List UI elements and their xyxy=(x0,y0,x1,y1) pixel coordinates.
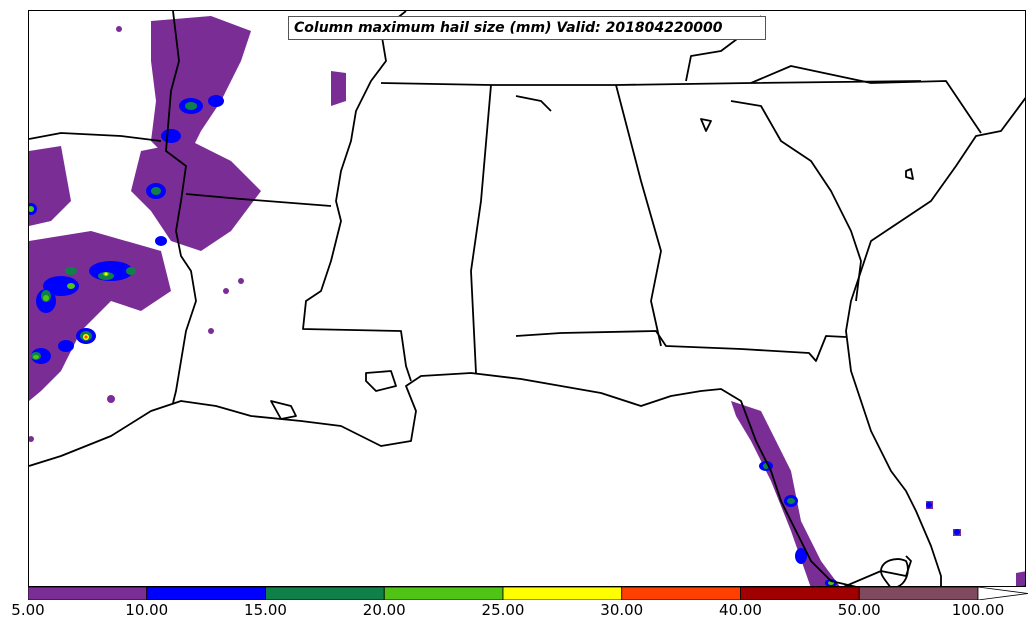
colorbar-segment xyxy=(146,587,266,600)
colorbar-tick-label: 100.00 xyxy=(951,601,1005,619)
hail-swath-mississippi-east xyxy=(331,71,346,106)
map-title: Column maximum hail size (mm) Valid: 201… xyxy=(288,16,766,40)
hail-swaths xyxy=(29,16,1025,586)
colorbar-segment xyxy=(28,587,148,600)
hail-swath-arkansas-central xyxy=(131,141,261,251)
coastline-atlantic xyxy=(845,97,1025,586)
map-panel xyxy=(28,10,1026,587)
hail-swath-florida-gulf xyxy=(731,401,840,586)
boundary-ar-ms-river xyxy=(165,11,197,404)
hail-swath-texas-east xyxy=(29,146,71,226)
colorbar-tick-label: 50.00 xyxy=(837,601,881,619)
hail-swath-louisiana-north xyxy=(29,231,171,401)
colorbar-segment xyxy=(858,587,979,600)
colorbar-segment xyxy=(383,587,504,600)
map-canvas xyxy=(29,11,1025,586)
boundary-ar-la xyxy=(29,132,162,142)
colorbar-tick-label: 15.00 xyxy=(244,601,287,619)
colorbar-tick-label: 40.00 xyxy=(719,601,762,619)
colorbar xyxy=(28,587,1028,600)
colorbar-tick-label: 30.00 xyxy=(600,601,644,619)
colorbar-segment xyxy=(502,587,623,600)
boundaries xyxy=(29,11,1025,586)
boundary-ms-river xyxy=(302,11,412,382)
hail-cores xyxy=(29,95,960,586)
colorbar-segment xyxy=(740,587,860,600)
colorbar-tick-label: 10.00 xyxy=(125,601,169,619)
colorbar-tick-label: 20.00 xyxy=(362,601,406,619)
colorbar-tick-label: 5.00 xyxy=(11,601,45,619)
colorbar-tick-label: 25.00 xyxy=(481,601,525,619)
colorbar-segment xyxy=(265,587,385,600)
coastline-gulf xyxy=(29,372,857,586)
hail-swath-arkansas-north xyxy=(151,16,251,161)
colorbar-segment xyxy=(621,587,741,600)
colorbar-extension xyxy=(977,587,1028,600)
